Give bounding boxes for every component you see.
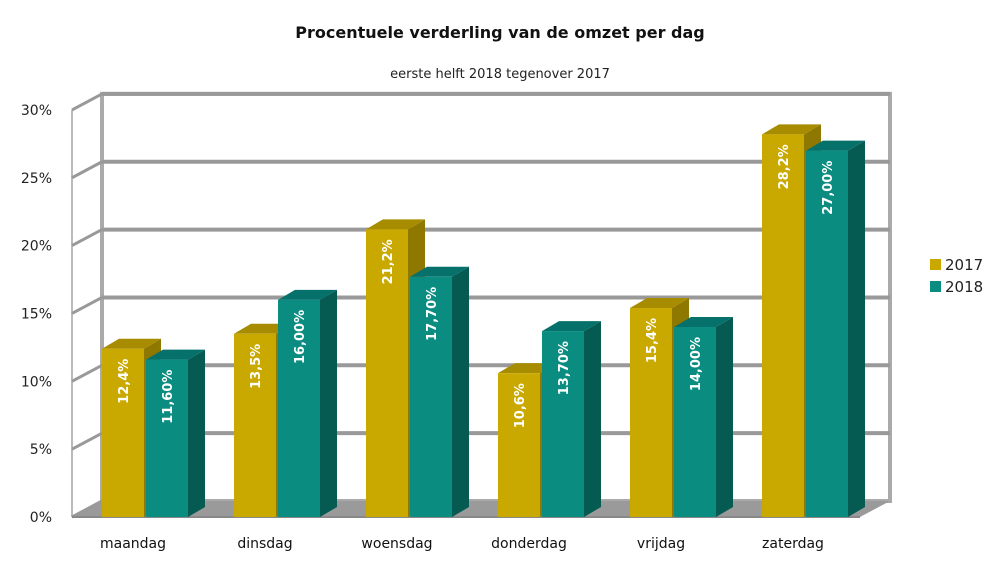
chart-title: Procentuele verderling van de omzet per … bbox=[295, 23, 704, 42]
data-label: 14,00% bbox=[689, 337, 704, 391]
data-label: 21,2% bbox=[381, 239, 396, 284]
x-tick-label: maandag bbox=[100, 536, 166, 552]
y-tick-label: 30% bbox=[21, 103, 52, 119]
bar-top bbox=[674, 317, 733, 328]
data-label: 13,70% bbox=[557, 341, 572, 395]
bar bbox=[762, 134, 804, 518]
bar-2018-dinsdag: 16,00% bbox=[278, 289, 337, 517]
bar-side bbox=[320, 289, 337, 517]
side-gridline bbox=[71, 160, 103, 180]
legend: 2017 2018 bbox=[930, 256, 983, 296]
data-label: 13,5% bbox=[249, 344, 264, 389]
legend-label: 2017 bbox=[945, 256, 983, 274]
bar-side bbox=[584, 321, 601, 517]
bar bbox=[542, 331, 584, 517]
data-label: 27,00% bbox=[821, 161, 836, 215]
bar bbox=[410, 276, 452, 517]
bar-side bbox=[848, 140, 865, 518]
bar bbox=[674, 327, 716, 517]
data-label: 15,4% bbox=[645, 318, 660, 363]
legend-swatch bbox=[930, 259, 941, 270]
bar-top bbox=[366, 219, 425, 230]
y-tick-label: 15% bbox=[21, 306, 52, 322]
bar bbox=[146, 359, 188, 517]
bar-top bbox=[146, 349, 205, 360]
bar-2018-zaterdag: 27,00% bbox=[806, 140, 865, 518]
data-label: 11,60% bbox=[161, 370, 176, 424]
bar bbox=[234, 333, 276, 517]
y-tick-label: 20% bbox=[21, 239, 52, 255]
x-tick-label: vrijdag bbox=[637, 536, 685, 552]
bar bbox=[278, 299, 320, 517]
bar-side bbox=[452, 266, 469, 517]
bar-2018-woensdag: 17,70% bbox=[410, 266, 469, 517]
bar-top bbox=[102, 338, 161, 349]
y-axis: 0% 5% 10% 15% 20% 25% 30% bbox=[21, 103, 52, 526]
data-label: 16,00% bbox=[293, 310, 308, 364]
x-tick-label: zaterdag bbox=[762, 536, 824, 552]
bar bbox=[366, 229, 408, 518]
bar-2018-vrijdag: 14,00% bbox=[674, 317, 733, 517]
y-tick-label: 10% bbox=[21, 374, 52, 390]
bar bbox=[630, 308, 672, 517]
data-label: 17,70% bbox=[425, 287, 440, 341]
chart-subtitle: eerste helft 2018 tegenover 2017 bbox=[390, 67, 610, 82]
side-gridline bbox=[71, 92, 103, 112]
bar bbox=[806, 150, 848, 518]
x-tick-label: woensdag bbox=[361, 536, 432, 552]
data-label: 28,2% bbox=[777, 144, 792, 189]
bar bbox=[498, 373, 540, 517]
side-gridline bbox=[71, 363, 103, 383]
side-gridline bbox=[71, 228, 103, 247]
x-tick-label: dinsdag bbox=[237, 536, 292, 552]
side-gridline bbox=[71, 296, 103, 315]
x-tick-label: donderdag bbox=[491, 536, 567, 552]
y-tick-label: 0% bbox=[30, 510, 52, 526]
data-label: 10,6% bbox=[513, 383, 528, 428]
y-tick-label: 25% bbox=[21, 171, 52, 187]
bar-top bbox=[410, 266, 469, 277]
bar-top bbox=[630, 298, 689, 309]
bar bbox=[102, 348, 144, 517]
bar-2018-maandag: 11,60% bbox=[146, 349, 205, 517]
bar-top bbox=[278, 289, 337, 300]
bar-top bbox=[806, 140, 865, 151]
side-gridline bbox=[71, 499, 103, 519]
x-axis: maandag dinsdag woensdag donderdag vrijdag za… bbox=[100, 536, 824, 552]
legend-swatch bbox=[930, 281, 941, 292]
data-label: 12,4% bbox=[117, 359, 132, 404]
legend-label: 2018 bbox=[945, 278, 983, 296]
y-tick-label: 5% bbox=[30, 442, 52, 458]
bars: 12,4% 11,60% 13,5% 16,00% 21,2% 17,70% 10,6% 13… bbox=[102, 124, 865, 518]
side-gridline bbox=[71, 431, 103, 451]
bar-side bbox=[716, 317, 733, 517]
bar-side bbox=[188, 349, 205, 517]
bar-top bbox=[542, 321, 601, 332]
bar-2018-donderdag: 13,70% bbox=[542, 321, 601, 517]
bar-top bbox=[762, 124, 821, 135]
